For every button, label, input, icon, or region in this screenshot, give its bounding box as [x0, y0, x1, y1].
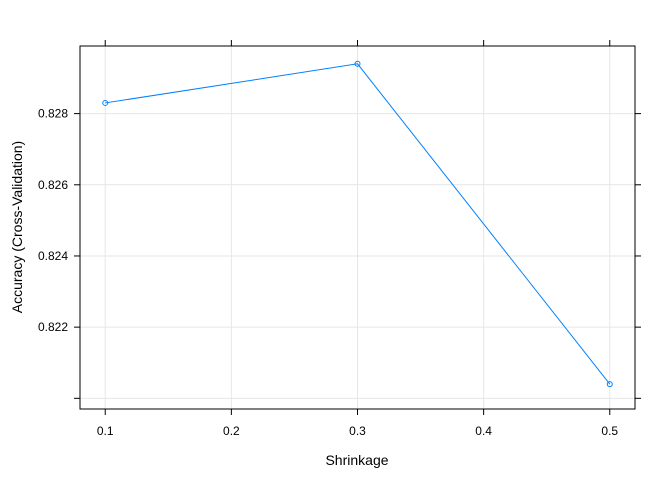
x-tick-label: 0.2: [223, 424, 240, 438]
data-point: [354, 60, 361, 67]
x-tick-label: 0.1: [97, 424, 114, 438]
x-axis-label: Shrinkage: [325, 452, 388, 468]
x-tick-labels: 0.1 0.2 0.3 0.4 0.5: [97, 424, 619, 438]
y-axis-label: Accuracy (Cross-Validation): [9, 141, 25, 313]
data-point: [102, 99, 109, 106]
y-tick-labels: 0.822 0.824 0.826 0.828: [38, 107, 68, 335]
axis-ticks: [74, 40, 641, 415]
grid-lines: [80, 46, 635, 409]
series-points: [102, 60, 613, 388]
x-tick-label: 0.5: [601, 424, 618, 438]
x-tick-label: 0.3: [349, 424, 366, 438]
y-tick-label: 0.824: [38, 249, 68, 263]
x-tick-label: 0.4: [475, 424, 492, 438]
series-line: [105, 63, 611, 385]
y-tick-label: 0.828: [38, 107, 68, 121]
y-tick-label: 0.826: [38, 178, 68, 192]
data-point: [606, 381, 613, 388]
y-tick-label: 0.822: [38, 320, 68, 334]
